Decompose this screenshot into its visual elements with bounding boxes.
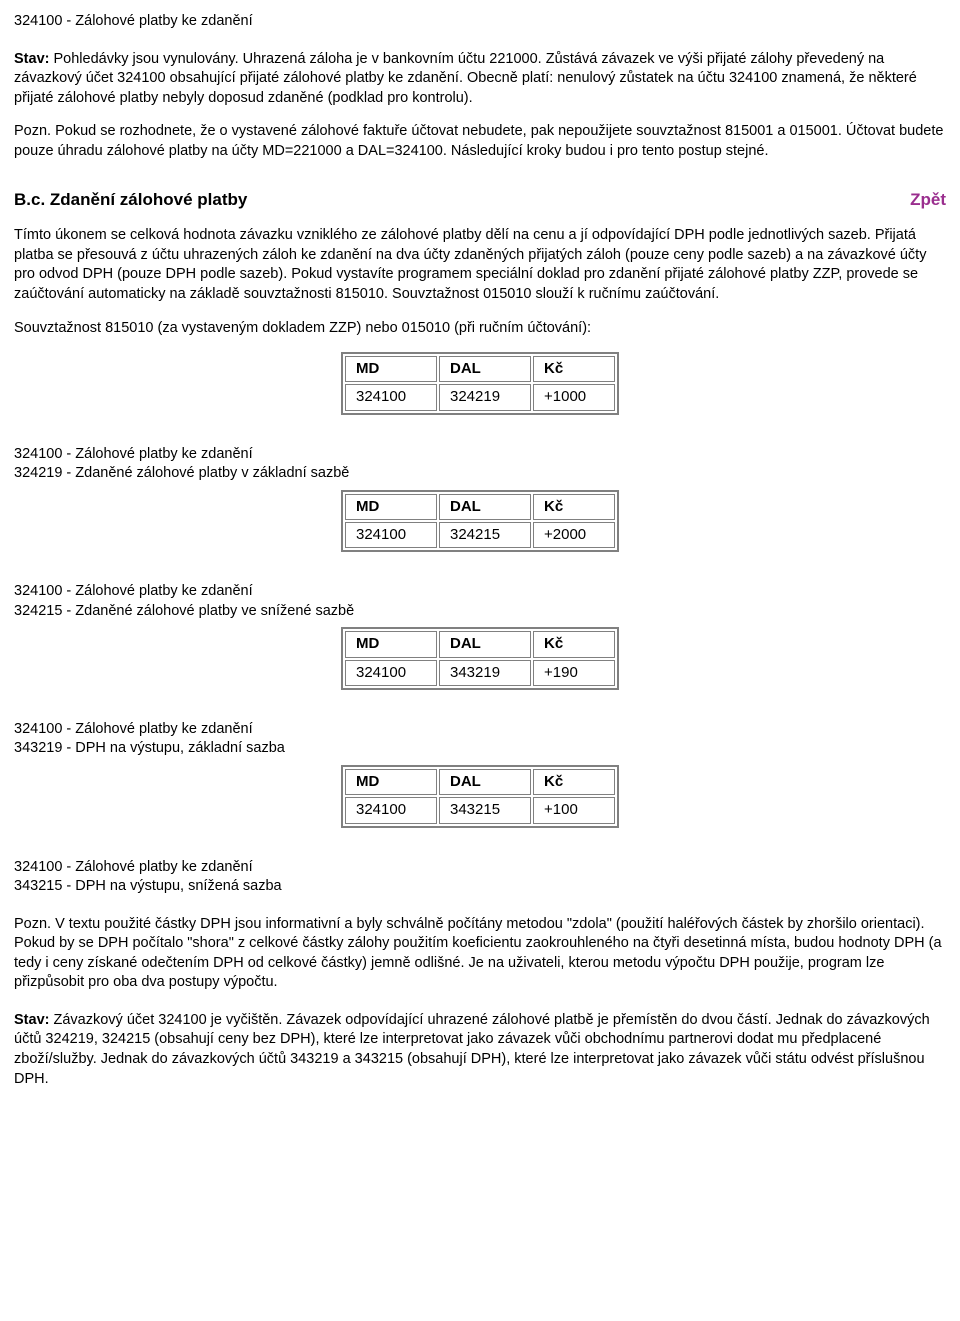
status-paragraph-1: Stav: Pohledávky jsou vynulovány. Uhraze… [14,50,946,109]
correlation-line: Souvztažnost 815010 (za vystaveným dokla… [14,319,946,339]
section-heading: B.c. Zdanění zálohové platby [14,189,247,212]
accounting-table-1: MD DAL Kč 324100 324219 +1000 [341,352,619,415]
td-md: 324100 [345,660,437,686]
account-block-1: 324100 - Zálohové platby ke zdanění 3242… [14,445,946,484]
back-link[interactable]: Zpět [910,189,946,212]
th-md: MD [345,494,437,520]
status-label: Stav: [14,51,49,67]
th-kc: Kč [533,769,615,795]
th-md: MD [345,769,437,795]
th-dal: DAL [439,494,531,520]
td-dal: 343215 [439,797,531,823]
td-kc: +100 [533,797,615,823]
status-text: Závazkový účet 324100 je vyčištěn. Závaz… [14,1012,930,1087]
th-kc: Kč [533,356,615,382]
th-md: MD [345,356,437,382]
account-line: 324100 - Zálohové platby ke zdanění [14,445,946,465]
th-kc: Kč [533,494,615,520]
accounting-table-2: MD DAL Kč 324100 324215 +2000 [341,490,619,553]
account-line: 324100 - Zálohové platby ke zdanění [14,720,946,740]
account-line: 324100 - Zálohové platby ke zdanění [14,582,946,602]
note-paragraph-1: Pozn. Pokud se rozhodnete, že o vystaven… [14,122,946,161]
td-dal: 343219 [439,660,531,686]
th-dal: DAL [439,356,531,382]
table-wrap-3: MD DAL Kč 324100 343219 +190 [14,627,946,690]
accounting-table-4: MD DAL Kč 324100 343215 +100 [341,765,619,828]
account-line: 343219 - DPH na výstupu, základní sazba [14,739,946,759]
intro-paragraph: Tímto úkonem se celková hodnota závazku … [14,226,946,304]
th-dal: DAL [439,631,531,657]
table-wrap-4: MD DAL Kč 324100 343215 +100 [14,765,946,828]
th-md: MD [345,631,437,657]
account-line: 324100 - Zálohové platby ke zdanění [14,858,946,878]
th-dal: DAL [439,769,531,795]
td-dal: 324215 [439,522,531,548]
account-line: 343215 - DPH na výstupu, snížená sazba [14,877,946,897]
td-dal: 324219 [439,384,531,410]
account-line-top: 324100 - Zálohové platby ke zdanění [14,12,946,32]
account-block-2: 324100 - Zálohové platby ke zdanění 3242… [14,582,946,621]
table-wrap-1: MD DAL Kč 324100 324219 +1000 [14,352,946,415]
th-kc: Kč [533,631,615,657]
section-heading-row: B.c. Zdanění zálohové platby Zpět [14,189,946,212]
account-line: 324215 - Zdaněné zálohové platby ve sníž… [14,602,946,622]
accounting-table-3: MD DAL Kč 324100 343219 +190 [341,627,619,690]
account-block-4: 324100 - Zálohové platby ke zdanění 3432… [14,858,946,897]
td-kc: +1000 [533,384,615,410]
td-kc: +2000 [533,522,615,548]
account-line: 324219 - Zdaněné zálohové platby v zákla… [14,464,946,484]
status-paragraph-2: Stav: Závazkový účet 324100 je vyčištěn.… [14,1011,946,1089]
td-md: 324100 [345,384,437,410]
account-block-3: 324100 - Zálohové platby ke zdanění 3432… [14,720,946,759]
td-md: 324100 [345,797,437,823]
status-text: Pohledávky jsou vynulovány. Uhrazená zál… [14,51,917,106]
status-label: Stav: [14,1012,49,1028]
td-md: 324100 [345,522,437,548]
td-kc: +190 [533,660,615,686]
note-paragraph-2: Pozn. V textu použité částky DPH jsou in… [14,915,946,993]
table-wrap-2: MD DAL Kč 324100 324215 +2000 [14,490,946,553]
